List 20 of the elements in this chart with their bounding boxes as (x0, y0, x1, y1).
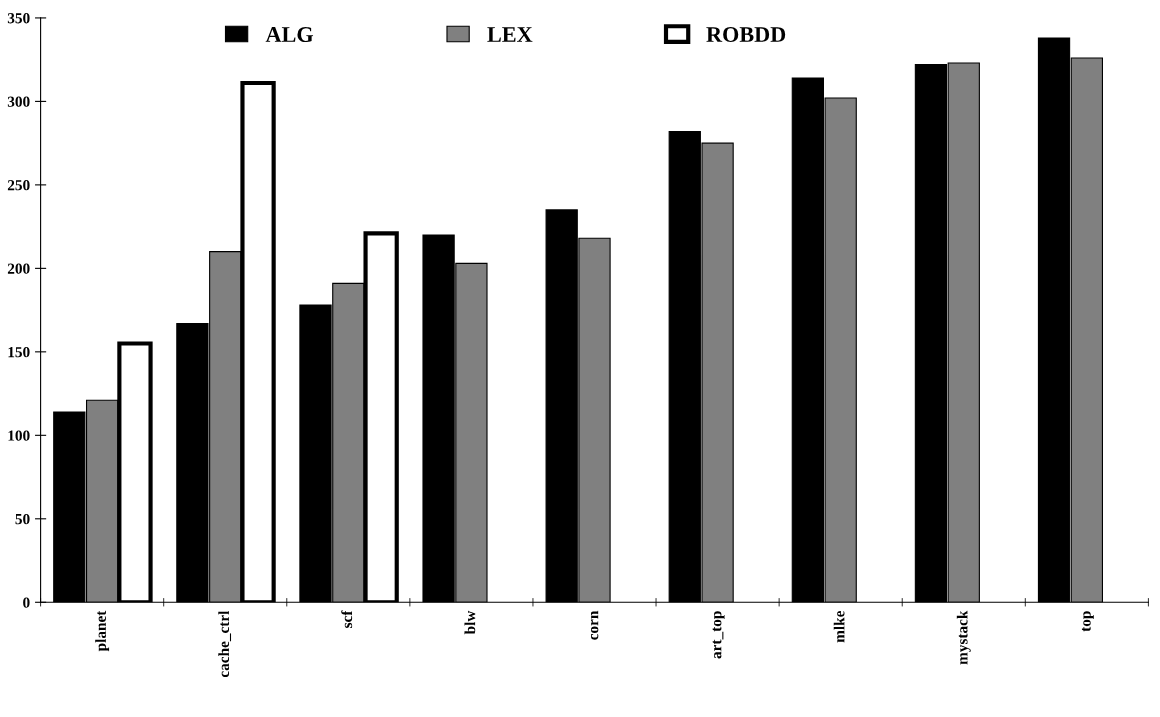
x-tick-label: mlke (833, 611, 845, 643)
y-tick-label: 200 (7, 263, 30, 274)
legend-label: ALG (265, 27, 314, 43)
y-tick-label: 50 (15, 513, 30, 525)
y-tick-label: 150 (8, 346, 30, 358)
x-tick-label: mystack (956, 610, 971, 665)
x-tick-label: corn (590, 610, 599, 640)
y-tick-label: 100 (8, 430, 30, 441)
x-tick-label: cache_ctrl (218, 610, 232, 678)
x-tick-label: scf (341, 610, 353, 628)
y-tick-label: 250 (7, 180, 30, 191)
x-tick-label: blw (464, 610, 476, 635)
x-tick-label: planet (95, 610, 110, 652)
y-tick-label: 300 (7, 96, 30, 107)
y-tick-label: 350 (7, 13, 30, 24)
x-tick-label: art_top (712, 611, 725, 659)
legend-label: ROBDD (706, 27, 786, 43)
y-tick-label: 0 (23, 597, 30, 608)
x-tick-label: top (1081, 611, 1094, 632)
legend-label: LEX (487, 27, 533, 42)
